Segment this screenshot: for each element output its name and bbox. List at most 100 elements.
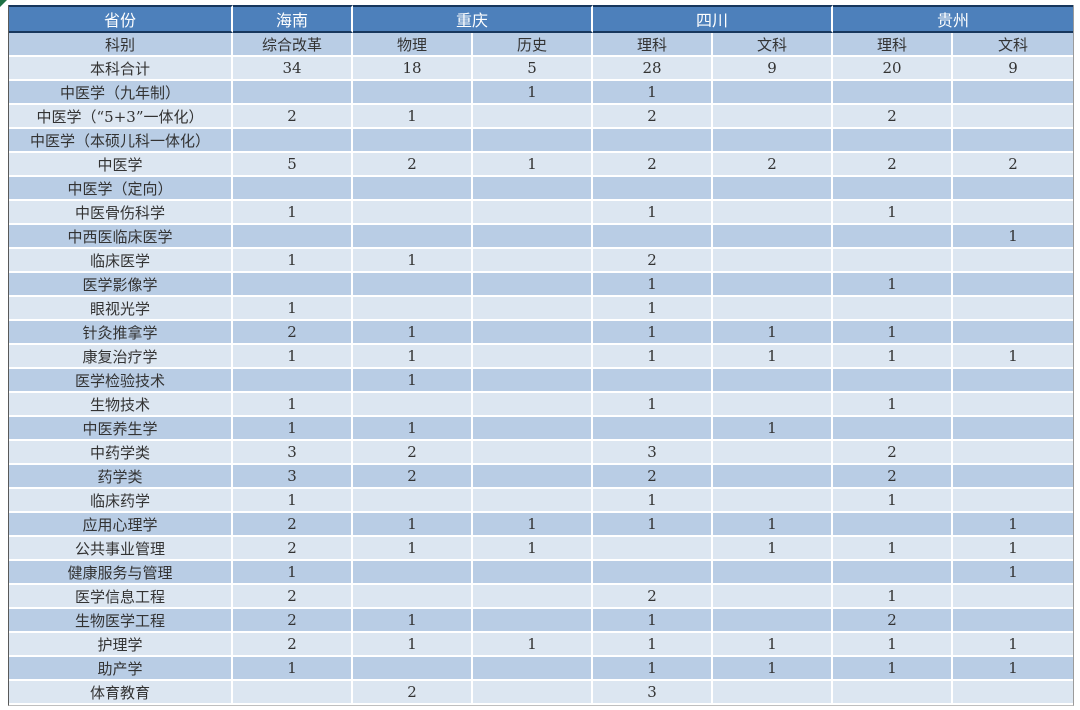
row-label-cell[interactable]: 医学影像学 [9,273,233,297]
subject-header-cell[interactable]: 理科 [593,33,714,57]
row-label-cell[interactable]: 公共事业管理 [9,537,233,561]
data-cell[interactable] [713,489,834,513]
data-cell[interactable] [593,369,714,393]
data-cell[interactable] [833,177,954,201]
data-cell[interactable] [593,561,714,585]
data-cell[interactable] [713,129,834,153]
data-cell[interactable]: 2 [353,153,473,177]
data-cell[interactable] [353,177,473,201]
data-cell[interactable] [233,81,353,105]
data-cell[interactable]: 2 [833,105,954,129]
data-cell[interactable]: 1 [713,657,834,681]
data-cell[interactable] [953,417,1074,441]
data-cell[interactable]: 1 [833,657,954,681]
data-cell[interactable]: 1 [833,489,954,513]
data-cell[interactable] [713,609,834,633]
data-cell[interactable]: 1 [353,633,473,657]
data-cell[interactable] [953,465,1074,489]
data-cell[interactable] [833,129,954,153]
data-cell[interactable] [833,225,954,249]
data-cell[interactable] [953,585,1074,609]
data-cell[interactable]: 2 [233,585,353,609]
data-cell[interactable] [953,441,1074,465]
row-label-cell[interactable]: 中医学（定向） [9,177,233,201]
data-cell[interactable] [833,417,954,441]
data-cell[interactable] [953,681,1074,705]
data-cell[interactable] [593,417,714,441]
data-cell[interactable] [833,369,954,393]
data-cell[interactable] [713,393,834,417]
data-cell[interactable] [953,297,1074,321]
data-cell[interactable]: 1 [833,273,954,297]
data-cell[interactable]: 1 [593,321,714,345]
data-cell[interactable] [953,81,1074,105]
data-cell[interactable]: 1 [473,513,594,537]
data-cell[interactable] [473,561,594,585]
data-cell[interactable] [233,225,353,249]
data-cell[interactable] [353,657,473,681]
data-cell[interactable]: 1 [233,561,353,585]
row-label-cell[interactable]: 中医骨伤科学 [9,201,233,225]
subject-header-cell[interactable]: 物理 [353,33,473,57]
data-cell[interactable]: 1 [233,489,353,513]
row-label-cell[interactable]: 健康服务与管理 [9,561,233,585]
data-cell[interactable] [353,273,473,297]
data-cell[interactable]: 1 [593,513,714,537]
data-cell[interactable]: 2 [953,153,1074,177]
data-cell[interactable]: 2 [233,513,353,537]
data-cell[interactable]: 28 [593,57,714,81]
data-cell[interactable] [233,369,353,393]
data-cell[interactable] [713,441,834,465]
data-cell[interactable]: 1 [593,297,714,321]
data-cell[interactable]: 1 [593,81,714,105]
data-cell[interactable] [713,369,834,393]
data-cell[interactable] [713,177,834,201]
data-cell[interactable]: 2 [353,465,473,489]
data-cell[interactable]: 2 [233,633,353,657]
data-cell[interactable]: 1 [833,633,954,657]
subject-header-cell[interactable]: 综合改革 [233,33,353,57]
province-header-cell[interactable]: 贵州 [833,5,1074,33]
data-cell[interactable] [473,201,594,225]
data-cell[interactable]: 2 [713,153,834,177]
data-cell[interactable]: 1 [953,225,1074,249]
data-cell[interactable] [473,225,594,249]
data-cell[interactable] [473,177,594,201]
data-cell[interactable]: 2 [233,609,353,633]
data-cell[interactable] [233,177,353,201]
row-label-cell[interactable]: 临床药学 [9,489,233,513]
data-cell[interactable] [593,129,714,153]
data-cell[interactable] [953,393,1074,417]
row-label-cell[interactable]: 眼视光学 [9,297,233,321]
data-cell[interactable] [473,657,594,681]
data-cell[interactable]: 1 [353,513,473,537]
province-header-cell[interactable]: 重庆 [353,5,594,33]
row-label-cell[interactable]: 中西医临床医学 [9,225,233,249]
data-cell[interactable] [953,369,1074,393]
data-cell[interactable] [473,465,594,489]
data-cell[interactable] [473,105,594,129]
data-cell[interactable] [353,489,473,513]
row-label-cell[interactable]: 中医学（本硕儿科一体化） [9,129,233,153]
data-cell[interactable]: 1 [713,513,834,537]
data-cell[interactable]: 2 [833,153,954,177]
data-cell[interactable]: 1 [593,609,714,633]
row-label-cell[interactable]: 医学信息工程 [9,585,233,609]
data-cell[interactable] [593,225,714,249]
data-cell[interactable] [473,249,594,273]
province-header-cell[interactable]: 四川 [593,5,834,33]
data-cell[interactable]: 2 [593,585,714,609]
row-label-cell[interactable]: 生物医学工程 [9,609,233,633]
data-cell[interactable]: 1 [593,273,714,297]
data-cell[interactable]: 5 [473,57,594,81]
data-cell[interactable]: 2 [353,681,473,705]
data-cell[interactable]: 5 [233,153,353,177]
row-label-cell[interactable]: 中医学（九年制） [9,81,233,105]
data-cell[interactable]: 9 [713,57,834,81]
data-cell[interactable]: 20 [833,57,954,81]
data-cell[interactable] [713,561,834,585]
data-cell[interactable] [953,129,1074,153]
data-cell[interactable]: 1 [233,393,353,417]
data-cell[interactable]: 1 [833,393,954,417]
subject-header-cell[interactable]: 理科 [833,33,954,57]
